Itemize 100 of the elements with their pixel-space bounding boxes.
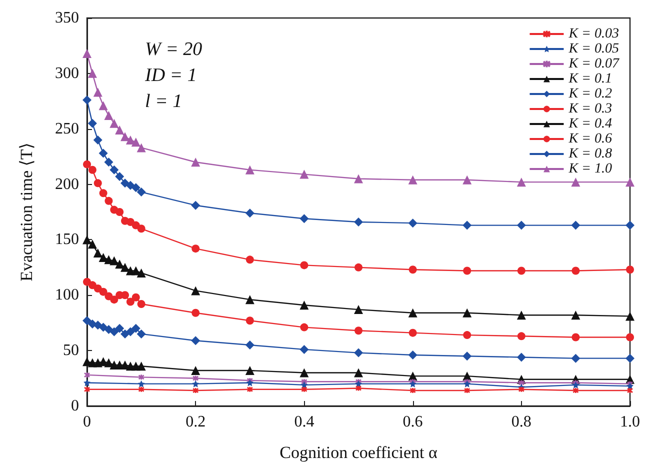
point: [300, 214, 309, 224]
point: [464, 380, 471, 388]
point: [408, 218, 418, 228]
point: [408, 175, 418, 184]
annotation: W = 20: [145, 39, 203, 60]
point: [408, 266, 417, 274]
point: [246, 316, 254, 325]
point: [246, 386, 254, 393]
point: [300, 368, 309, 378]
point: [192, 380, 200, 388]
point: [572, 387, 579, 394]
point: [137, 300, 146, 308]
point: [571, 178, 580, 187]
point: [462, 352, 472, 361]
point: [354, 348, 363, 358]
point: [110, 256, 119, 266]
point: [301, 386, 308, 393]
point: [571, 310, 580, 320]
point: [82, 235, 92, 244]
point: [138, 386, 144, 393]
point: [626, 178, 634, 187]
x-tick-label: 0: [83, 414, 91, 430]
point: [88, 68, 97, 78]
point: [136, 362, 146, 371]
point: [408, 350, 418, 360]
point: [191, 366, 200, 376]
y-tick-label: 350: [55, 10, 79, 26]
point: [126, 298, 134, 306]
legend-label: K = 0.3: [568, 102, 612, 116]
point: [120, 178, 130, 188]
point: [132, 293, 140, 302]
point: [408, 308, 418, 318]
y-tick-label: 150: [55, 231, 79, 248]
point: [93, 248, 102, 258]
legend-label: K = 0.05: [568, 42, 620, 56]
point: [516, 178, 526, 187]
point: [245, 165, 254, 174]
point: [410, 387, 416, 394]
point: [126, 135, 135, 144]
point: [131, 324, 140, 333]
point: [300, 170, 309, 179]
point: [572, 266, 580, 275]
point: [131, 138, 140, 147]
y-tick-label: 200: [55, 176, 79, 193]
point: [98, 148, 108, 158]
point: [192, 387, 199, 394]
point: [131, 266, 140, 276]
point: [463, 331, 472, 340]
annotation: l = 1: [145, 91, 182, 112]
point: [136, 143, 146, 152]
point: [192, 308, 200, 317]
point: [88, 240, 97, 249]
point: [120, 329, 130, 338]
legend-label: K = 0.07: [568, 56, 620, 72]
point: [301, 378, 308, 385]
point: [136, 268, 146, 278]
point: [121, 291, 130, 300]
point: [115, 172, 124, 182]
x-tick-label: 0.4: [294, 414, 314, 430]
y-axis-title: Evacuation time ⟨T⟩: [17, 142, 36, 282]
point: [462, 175, 472, 184]
point: [354, 368, 363, 378]
point: [626, 354, 634, 363]
point: [245, 366, 254, 376]
point: [82, 316, 92, 326]
point: [571, 220, 580, 230]
point: [245, 208, 254, 218]
point: [137, 224, 146, 233]
point: [138, 380, 145, 388]
point: [83, 160, 91, 168]
point: [626, 220, 634, 230]
point: [136, 188, 146, 197]
point: [84, 379, 90, 386]
legend-label: K = 0.8: [568, 146, 612, 162]
legend-label: K = 0.03: [568, 26, 620, 42]
x-axis-title: Cognition coefficient α: [280, 443, 438, 462]
point: [464, 387, 470, 394]
point: [191, 286, 200, 296]
point: [354, 174, 363, 184]
point: [115, 324, 124, 333]
x-tick-label: 1.0: [620, 414, 640, 430]
point: [517, 332, 526, 340]
point: [99, 189, 108, 198]
legend-label: K = 0.1: [568, 72, 612, 86]
y-tick-label: 100: [55, 286, 79, 304]
point: [192, 375, 199, 382]
point: [518, 386, 525, 393]
legend-label: K = 0.4: [568, 116, 612, 132]
point: [110, 165, 119, 174]
point: [131, 183, 140, 192]
point: [115, 125, 124, 134]
point: [246, 256, 254, 264]
point: [99, 288, 108, 296]
point: [136, 329, 146, 338]
point: [104, 158, 114, 167]
point: [300, 344, 309, 354]
point: [104, 111, 114, 120]
point: [626, 266, 634, 274]
point: [110, 118, 119, 128]
y-tick-label: 0: [71, 398, 79, 414]
